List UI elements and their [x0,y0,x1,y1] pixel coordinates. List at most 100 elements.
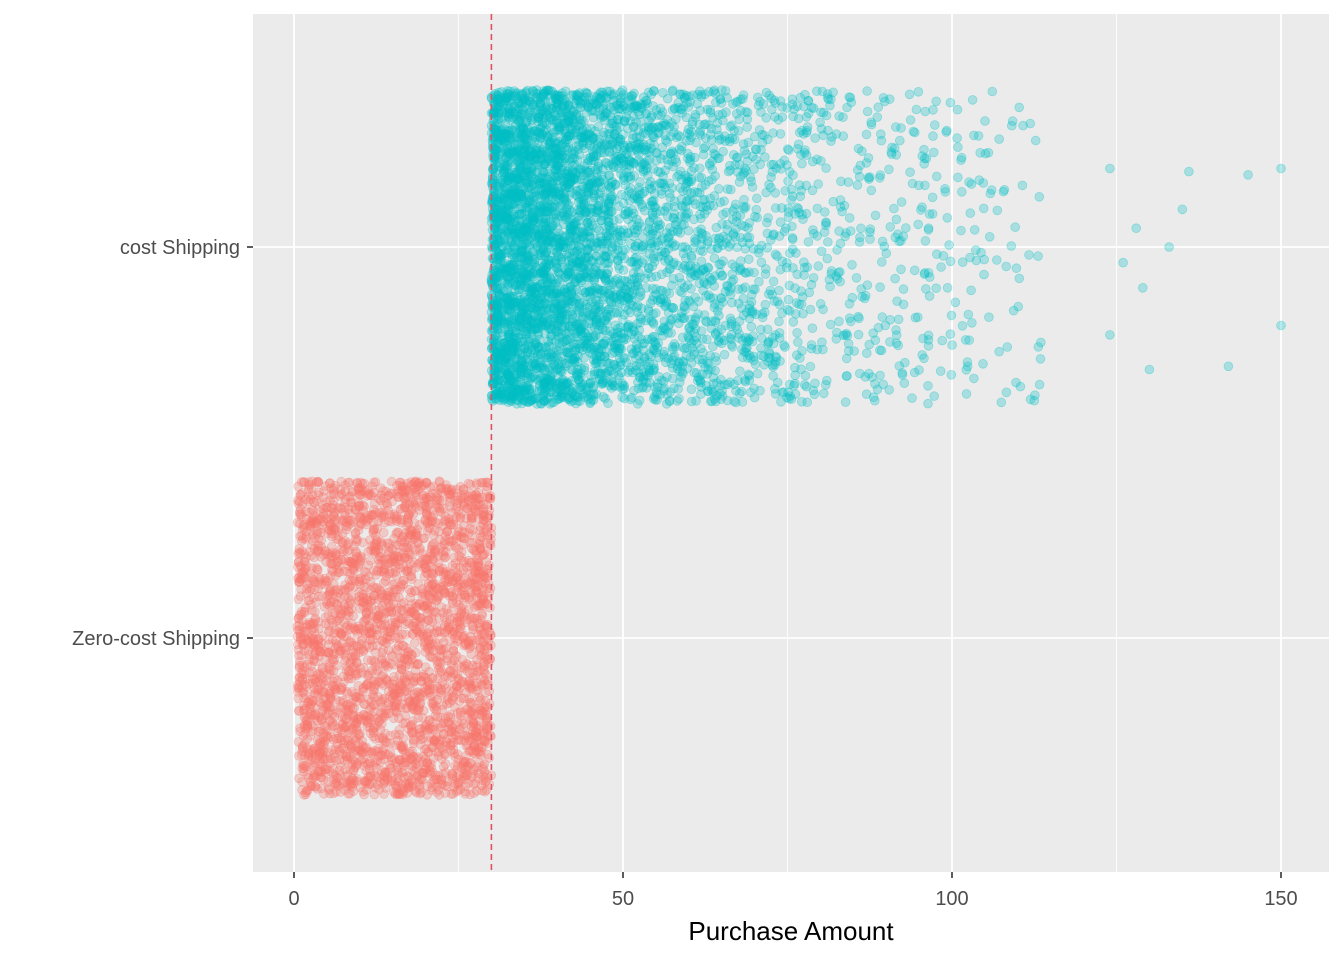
zero-cost-point [345,497,356,508]
zero-cost-point [455,710,466,721]
zero-cost-point [346,673,357,684]
zero-cost-point [309,552,320,563]
zero-cost-point [387,692,398,703]
zero-cost-point [391,740,401,750]
zero-cost-point [348,564,358,574]
cost-point [945,329,956,340]
zero-cost-point [404,549,415,560]
zero-cost-point [453,495,464,506]
zero-cost-point [422,758,433,768]
zero-cost-point [424,605,434,615]
zero-cost-point [422,518,433,528]
zero-cost-point [345,658,356,668]
zero-cost-point [484,686,495,696]
zero-cost-point [340,580,350,590]
zero-cost-point [414,599,424,610]
zero-cost-point [403,548,413,559]
zero-cost-point [438,577,449,588]
zero-cost-point [351,725,362,735]
zero-cost-point [451,681,462,692]
zero-cost-point [421,508,432,518]
zero-cost-point [313,641,324,651]
zero-cost-point [444,576,454,587]
zero-cost-point [356,636,367,646]
zero-cost-point [330,585,341,596]
zero-cost-point [362,582,372,592]
zero-cost-point [470,778,481,789]
zero-cost-point [434,591,445,601]
cost-point [737,397,748,407]
zero-cost-point [366,696,376,707]
zero-cost-point [407,746,417,756]
zero-cost-point [403,656,414,667]
zero-cost-point [348,734,359,744]
zero-cost-point [458,565,469,575]
zero-cost-point [419,764,430,775]
zero-cost-point [419,640,430,651]
zero-cost-point [331,635,341,646]
zero-cost-point [434,774,444,785]
zero-cost-point [348,640,358,651]
zero-cost-point [349,775,360,786]
zero-cost-point [402,703,413,713]
zero-cost-point [446,568,456,579]
zero-cost-point [303,748,314,758]
zero-cost-point [328,665,339,676]
zero-cost-point [422,757,433,767]
zero-cost-point [464,668,475,678]
zero-cost-point [432,591,443,602]
zero-cost-point [475,643,486,654]
zero-cost-point [407,621,418,631]
zero-cost-point [407,725,417,736]
zero-cost-point [379,710,390,721]
cost-point [797,158,807,169]
zero-cost-point [429,703,440,714]
zero-cost-point [379,614,389,624]
zero-cost-point [296,512,307,522]
zero-cost-point [341,517,352,528]
zero-cost-point [354,730,365,741]
zero-cost-point [463,681,474,692]
zero-cost-point [455,481,466,492]
zero-cost-point [299,679,310,690]
zero-cost-point [408,607,418,617]
zero-cost-point [437,677,448,687]
zero-cost-point [313,545,324,556]
cost-point [936,262,946,272]
cost-point [944,240,954,250]
cost-point [725,289,736,300]
zero-cost-point [358,686,369,697]
zero-cost-point [308,656,319,666]
zero-cost-point [425,715,435,725]
zero-cost-point [399,493,410,504]
zero-cost-point [368,546,379,556]
zero-cost-point [381,594,392,605]
zero-cost-point [315,748,325,758]
zero-cost-point [365,555,376,566]
zero-cost-point [368,527,379,538]
zero-cost-point [398,613,408,623]
zero-cost-point [348,648,359,658]
zero-cost-point [427,690,438,701]
cost-point [735,366,745,377]
zero-cost-point [341,752,352,762]
zero-cost-point [410,501,421,512]
zero-cost-point [405,754,416,764]
zero-cost-point [384,606,395,617]
zero-cost-point [432,627,443,637]
zero-cost-point [352,477,362,488]
zero-cost-point [381,571,392,582]
zero-cost-point [444,622,455,633]
zero-cost-point [407,628,418,639]
zero-cost-point [474,716,484,727]
zero-cost-point [306,483,317,494]
zero-cost-point [447,732,458,743]
zero-cost-point [435,582,446,592]
cost-point [841,353,852,364]
zero-cost-point [383,661,393,672]
zero-cost-point [337,537,348,548]
zero-cost-point [432,737,443,748]
zero-cost-point [298,759,308,769]
zero-cost-point [327,654,338,664]
zero-cost-point [353,561,364,572]
